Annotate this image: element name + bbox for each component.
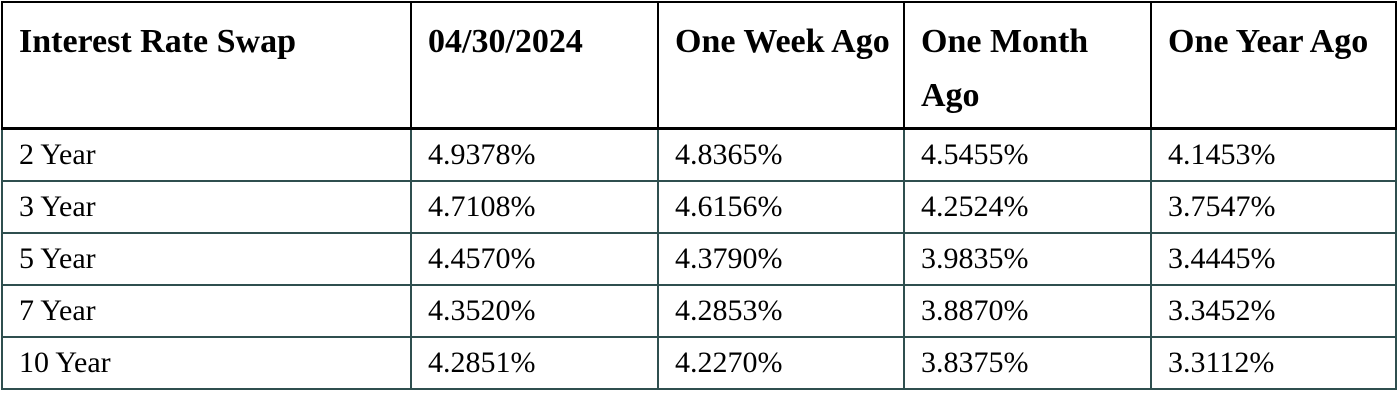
column-header: One Month Ago	[903, 1, 1152, 130]
row-label: 2 Year	[1, 127, 412, 182]
interest-rate-swap-table: Interest Rate Swap 04/30/2024 One Week A…	[1, 1, 1397, 390]
rate-cell: 3.9835%	[903, 231, 1152, 286]
column-header: 04/30/2024	[410, 1, 659, 130]
table-row: 7 Year 4.3520% 4.2853% 3.8870% 3.3452%	[1, 283, 1397, 338]
table-row: 5 Year 4.4570% 4.3790% 3.9835% 3.4445%	[1, 231, 1397, 286]
table-row: 2 Year 4.9378% 4.8365% 4.5455% 4.1453%	[1, 127, 1397, 182]
rate-cell: 4.2270%	[657, 335, 905, 390]
rate-cell: 3.4445%	[1150, 231, 1397, 286]
rate-cell: 3.8870%	[903, 283, 1152, 338]
row-label: 7 Year	[1, 283, 412, 338]
table-row: 3 Year 4.7108% 4.6156% 4.2524% 3.7547%	[1, 179, 1397, 234]
rate-cell: 3.3452%	[1150, 283, 1397, 338]
column-header: One Year Ago	[1150, 1, 1397, 130]
rate-cell: 4.2524%	[903, 179, 1152, 234]
rate-cell: 4.5455%	[903, 127, 1152, 182]
rate-cell: 4.8365%	[657, 127, 905, 182]
table-row: 10 Year 4.2851% 4.2270% 3.8375% 3.3112%	[1, 335, 1397, 390]
row-label: 10 Year	[1, 335, 412, 390]
rate-cell: 4.2853%	[657, 283, 905, 338]
row-label: 3 Year	[1, 179, 412, 234]
rate-cell: 4.4570%	[410, 231, 659, 286]
rate-cell: 4.3520%	[410, 283, 659, 338]
column-header: One Week Ago	[657, 1, 905, 130]
rate-cell: 4.9378%	[410, 127, 659, 182]
rate-cell: 3.7547%	[1150, 179, 1397, 234]
header-row: Interest Rate Swap 04/30/2024 One Week A…	[1, 1, 1397, 130]
column-header: Interest Rate Swap	[1, 1, 412, 130]
rate-cell: 4.6156%	[657, 179, 905, 234]
rate-cell: 4.1453%	[1150, 127, 1397, 182]
row-label: 5 Year	[1, 231, 412, 286]
rate-cell: 4.2851%	[410, 335, 659, 390]
rate-cell: 4.7108%	[410, 179, 659, 234]
rate-cell: 3.8375%	[903, 335, 1152, 390]
rate-cell: 4.3790%	[657, 231, 905, 286]
rate-cell: 3.3112%	[1150, 335, 1397, 390]
